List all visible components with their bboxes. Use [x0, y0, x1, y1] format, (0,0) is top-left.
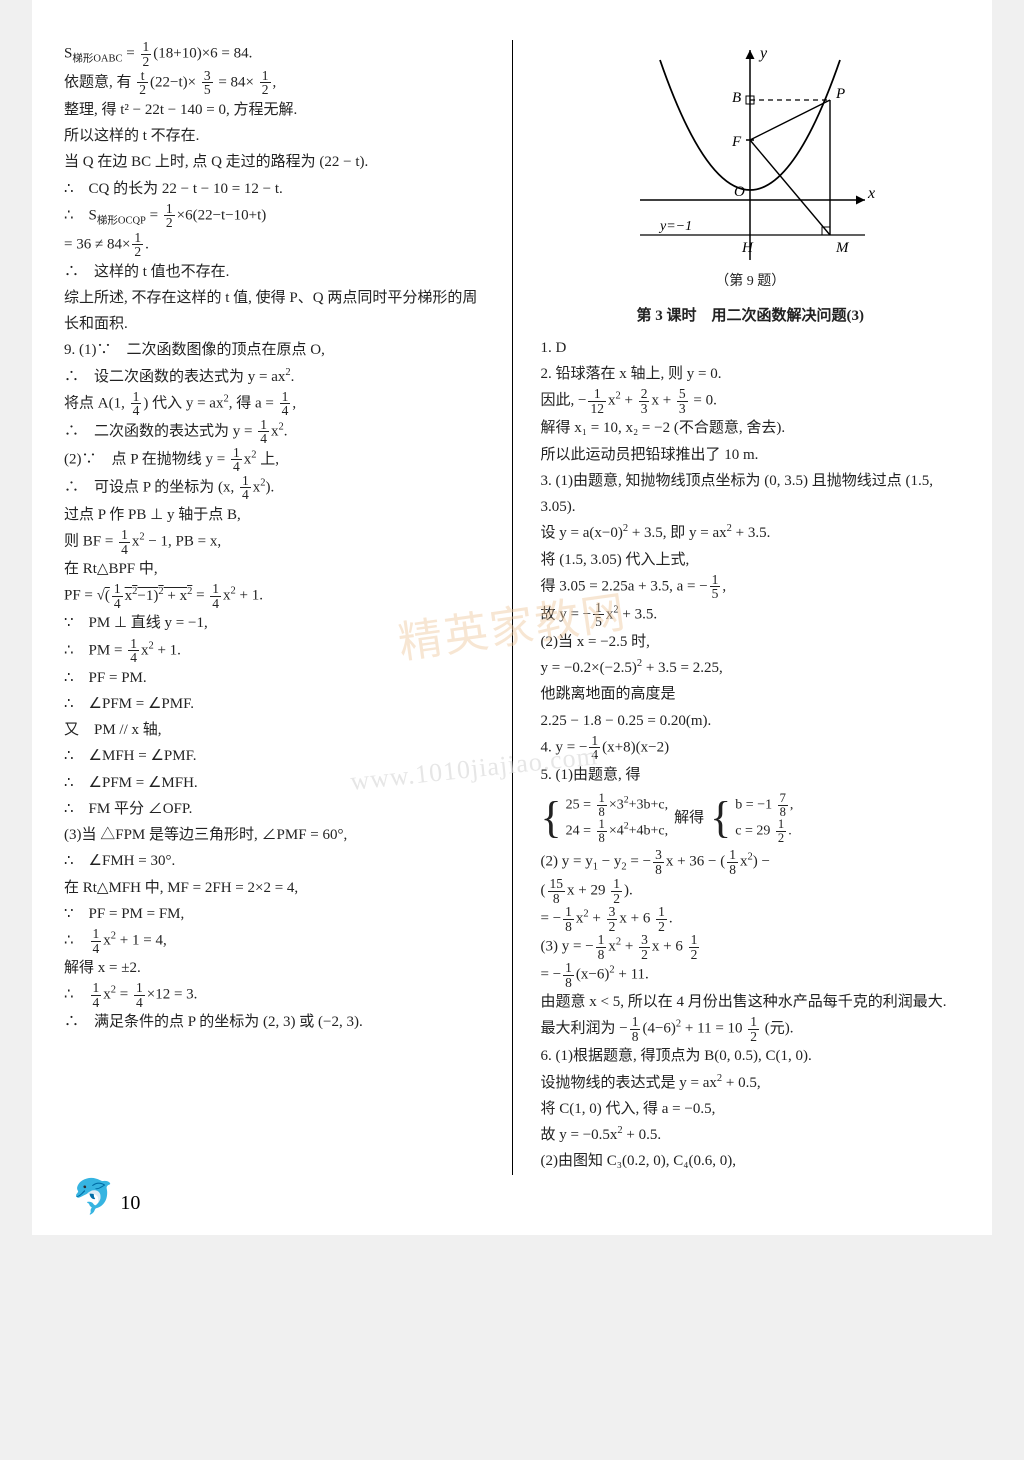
text-line: 故 y = −0.5x2 + 0.5. — [541, 1122, 961, 1148]
text-line: 6. (1)根据题意, 得顶点为 B(0, 0.5), C(1, 0). — [541, 1043, 961, 1069]
text-line: ∴ 14x2 = 14×12 = 3. — [64, 981, 484, 1009]
lesson-heading: 第 3 课时 用二次函数解决问题(3) — [541, 303, 961, 329]
text-line: 综上所述, 不存在这样的 t 值, 使得 P、Q 两点同时平分梯形的周长和面积. — [64, 285, 484, 338]
text-line: PF = √(14x2−1)2 + x2 = 14x2 + 1. — [64, 582, 484, 610]
text-line: 5. (1)由题意, 得 — [541, 762, 961, 788]
text-line: ∴ 满足条件的点 P 的坐标为 (2, 3) 或 (−2, 3). — [64, 1009, 484, 1035]
text-line: 他跳离地面的高度是 — [541, 681, 961, 707]
text-line: (2)∵ 点 P 在抛物线 y = 14x2 上, — [64, 446, 484, 474]
parabola-figure: y x O B F P H M y=−1 （第 9 题） — [541, 40, 961, 295]
text-line: ∴ PM = 14x2 + 1. — [64, 637, 484, 665]
text-line: ∴ 14x2 + 1 = 4, — [64, 927, 484, 955]
text-line: 所以此运动员把铅球推出了 10 m. — [541, 442, 961, 468]
text-line: 将 C(1, 0) 代入, 得 a = −0.5, — [541, 1096, 961, 1122]
text-line: 整理, 得 t² − 22t − 140 = 0, 方程无解. — [64, 97, 484, 123]
text-line: 将点 A(1, 14) 代入 y = ax2, 得 a = 14, — [64, 390, 484, 418]
left-column: S梯形OABC = 12(18+10)×6 = 84. 依题意, 有 t2(22… — [64, 40, 484, 1175]
pt-f-label: F — [731, 134, 742, 150]
line-neg1-label: y=−1 — [658, 219, 692, 234]
text-line: ∵ PF = PM = FM, — [64, 901, 484, 927]
page-footer: 🐬 10 — [72, 1181, 140, 1215]
text-line: = 36 ≠ 84×12. — [64, 231, 484, 259]
text-line: (2) y = y1 − y2 = −38x + 36 − (18x2) − — [541, 848, 961, 877]
text-line: 依题意, 有 t2(22−t)× 35 = 84× 12, — [64, 69, 484, 97]
figure-caption: （第 9 题） — [541, 270, 961, 295]
parabola-svg: y x O B F P H M y=−1 — [620, 40, 880, 270]
text-line: ∵ PM ⊥ 直线 y = −1, — [64, 610, 484, 636]
dolphin-icon: 🐬 — [72, 1181, 114, 1215]
text-line: 3. (1)由题意, 知抛物线顶点坐标为 (0, 3.5) 且抛物线过点 (1.… — [541, 468, 961, 521]
text-line: ∴ 二次函数的表达式为 y = 14x2. — [64, 418, 484, 446]
pt-m-label: M — [835, 240, 850, 256]
text-line: = −18(x−6)2 + 11. — [541, 961, 961, 989]
text-line: ∴ S梯形OCQP = 12×6(22−t−10+t) — [64, 202, 484, 231]
text-line: (2)由图知 C₃(0.2, 0), C₄(0.6, 0), — [541, 1148, 961, 1174]
text-line: 当 Q 在边 BC 上时, 点 Q 走过的路程为 (22 − t). — [64, 149, 484, 175]
text-line: 又 PM // x 轴, — [64, 717, 484, 743]
pt-b-label: B — [732, 90, 741, 106]
text-line: (3)当 △FPM 是等边三角形时, ∠PMF = 60°, — [64, 822, 484, 848]
text-line: ∴ ∠FMH = 30°. — [64, 848, 484, 874]
text-line: 过点 P 作 PB ⊥ y 轴于点 B, — [64, 502, 484, 528]
text-line: 2. 铅球落在 x 轴上, 则 y = 0. — [541, 361, 961, 387]
text-line: S梯形OABC = 12(18+10)×6 = 84. — [64, 40, 484, 69]
text-line: (2)当 x = −2.5 时, — [541, 629, 961, 655]
text-line: 最大利润为 −18(4−6)2 + 11 = 10 12 (元). — [541, 1015, 961, 1043]
text-line: ∴ PF = PM. — [64, 665, 484, 691]
origin-label: O — [734, 184, 745, 200]
text-line: 4. y = −14(x+8)(x−2) — [541, 734, 961, 762]
text-line: 所以这样的 t 不存在. — [64, 123, 484, 149]
text-line: 设抛物线的表达式是 y = ax2 + 0.5, — [541, 1070, 961, 1096]
text-line: 由题意 x < 5, 所以在 4 月份出售这种水产品每千克的利润最大. — [541, 989, 961, 1015]
text-line: 则 BF = 14x2 − 1, PB = x, — [64, 528, 484, 556]
text-line: 解得 x₁ = 10, x₂ = −2 (不合题意, 舍去). — [541, 415, 961, 441]
text-line: 因此, −112x2 + 23x + 53 = 0. — [541, 387, 961, 415]
text-line: 2.25 − 1.8 − 0.25 = 0.20(m). — [541, 708, 961, 734]
text-line: 在 Rt△BPF 中, — [64, 556, 484, 582]
pt-p-label: P — [835, 86, 845, 102]
two-column-layout: S梯形OABC = 12(18+10)×6 = 84. 依题意, 有 t2(22… — [64, 40, 960, 1175]
text-line: ∴ ∠PFM = ∠MFH. — [64, 770, 484, 796]
text-line: 解得 x = ±2. — [64, 955, 484, 981]
axis-x-label: x — [867, 185, 875, 202]
solve-label: 解得 — [674, 805, 704, 831]
text-line: (3) y = −18x2 + 32x + 6 12 — [541, 933, 961, 961]
text-line: 9. (1)∵ 二次函数图像的顶点在原点 O, — [64, 337, 484, 363]
text-line: 将 (1.5, 3.05) 代入上式, — [541, 547, 961, 573]
text-line: 在 Rt△MFH 中, MF = 2FH = 2×2 = 4, — [64, 875, 484, 901]
axis-y-label: y — [758, 45, 768, 62]
text-line: 1. D — [541, 335, 961, 361]
text-line: ∴ FM 平分 ∠OFP. — [64, 796, 484, 822]
text-line: ∴ CQ 的长为 22 − t − 10 = 12 − t. — [64, 176, 484, 202]
text-line: ∴ 设二次函数的表达式为 y = ax2. — [64, 364, 484, 390]
text-line: (158x + 29 12). — [541, 877, 961, 905]
column-divider — [512, 40, 513, 1175]
text-line: 故 y = −15x2 + 3.5. — [541, 601, 961, 629]
text-line: y = −0.2×(−2.5)2 + 3.5 = 2.25, — [541, 655, 961, 681]
text-line: ∴ ∠MFH = ∠PMF. — [64, 743, 484, 769]
equation-system: { 25 = 18×32+3b+c, 24 = 18×42+4b+c, 解得 {… — [541, 788, 961, 848]
page-number: 10 — [120, 1192, 140, 1215]
text-line: 设 y = a(x−0)2 + 3.5, 即 y = ax2 + 3.5. — [541, 520, 961, 546]
text-line: 得 3.05 = 2.25a + 3.5, a = −15, — [541, 573, 961, 601]
text-line: ∴ 这样的 t 值也不存在. — [64, 259, 484, 285]
text-line: ∴ ∠PFM = ∠PMF. — [64, 691, 484, 717]
right-column: y x O B F P H M y=−1 （第 9 题） 第 3 课时 用二次函… — [541, 40, 961, 1175]
pt-h-label: H — [741, 240, 754, 256]
text-line: = −18x2 + 32x + 6 12. — [541, 905, 961, 933]
text-line: ∴ 可设点 P 的坐标为 (x, 14x2). — [64, 474, 484, 502]
